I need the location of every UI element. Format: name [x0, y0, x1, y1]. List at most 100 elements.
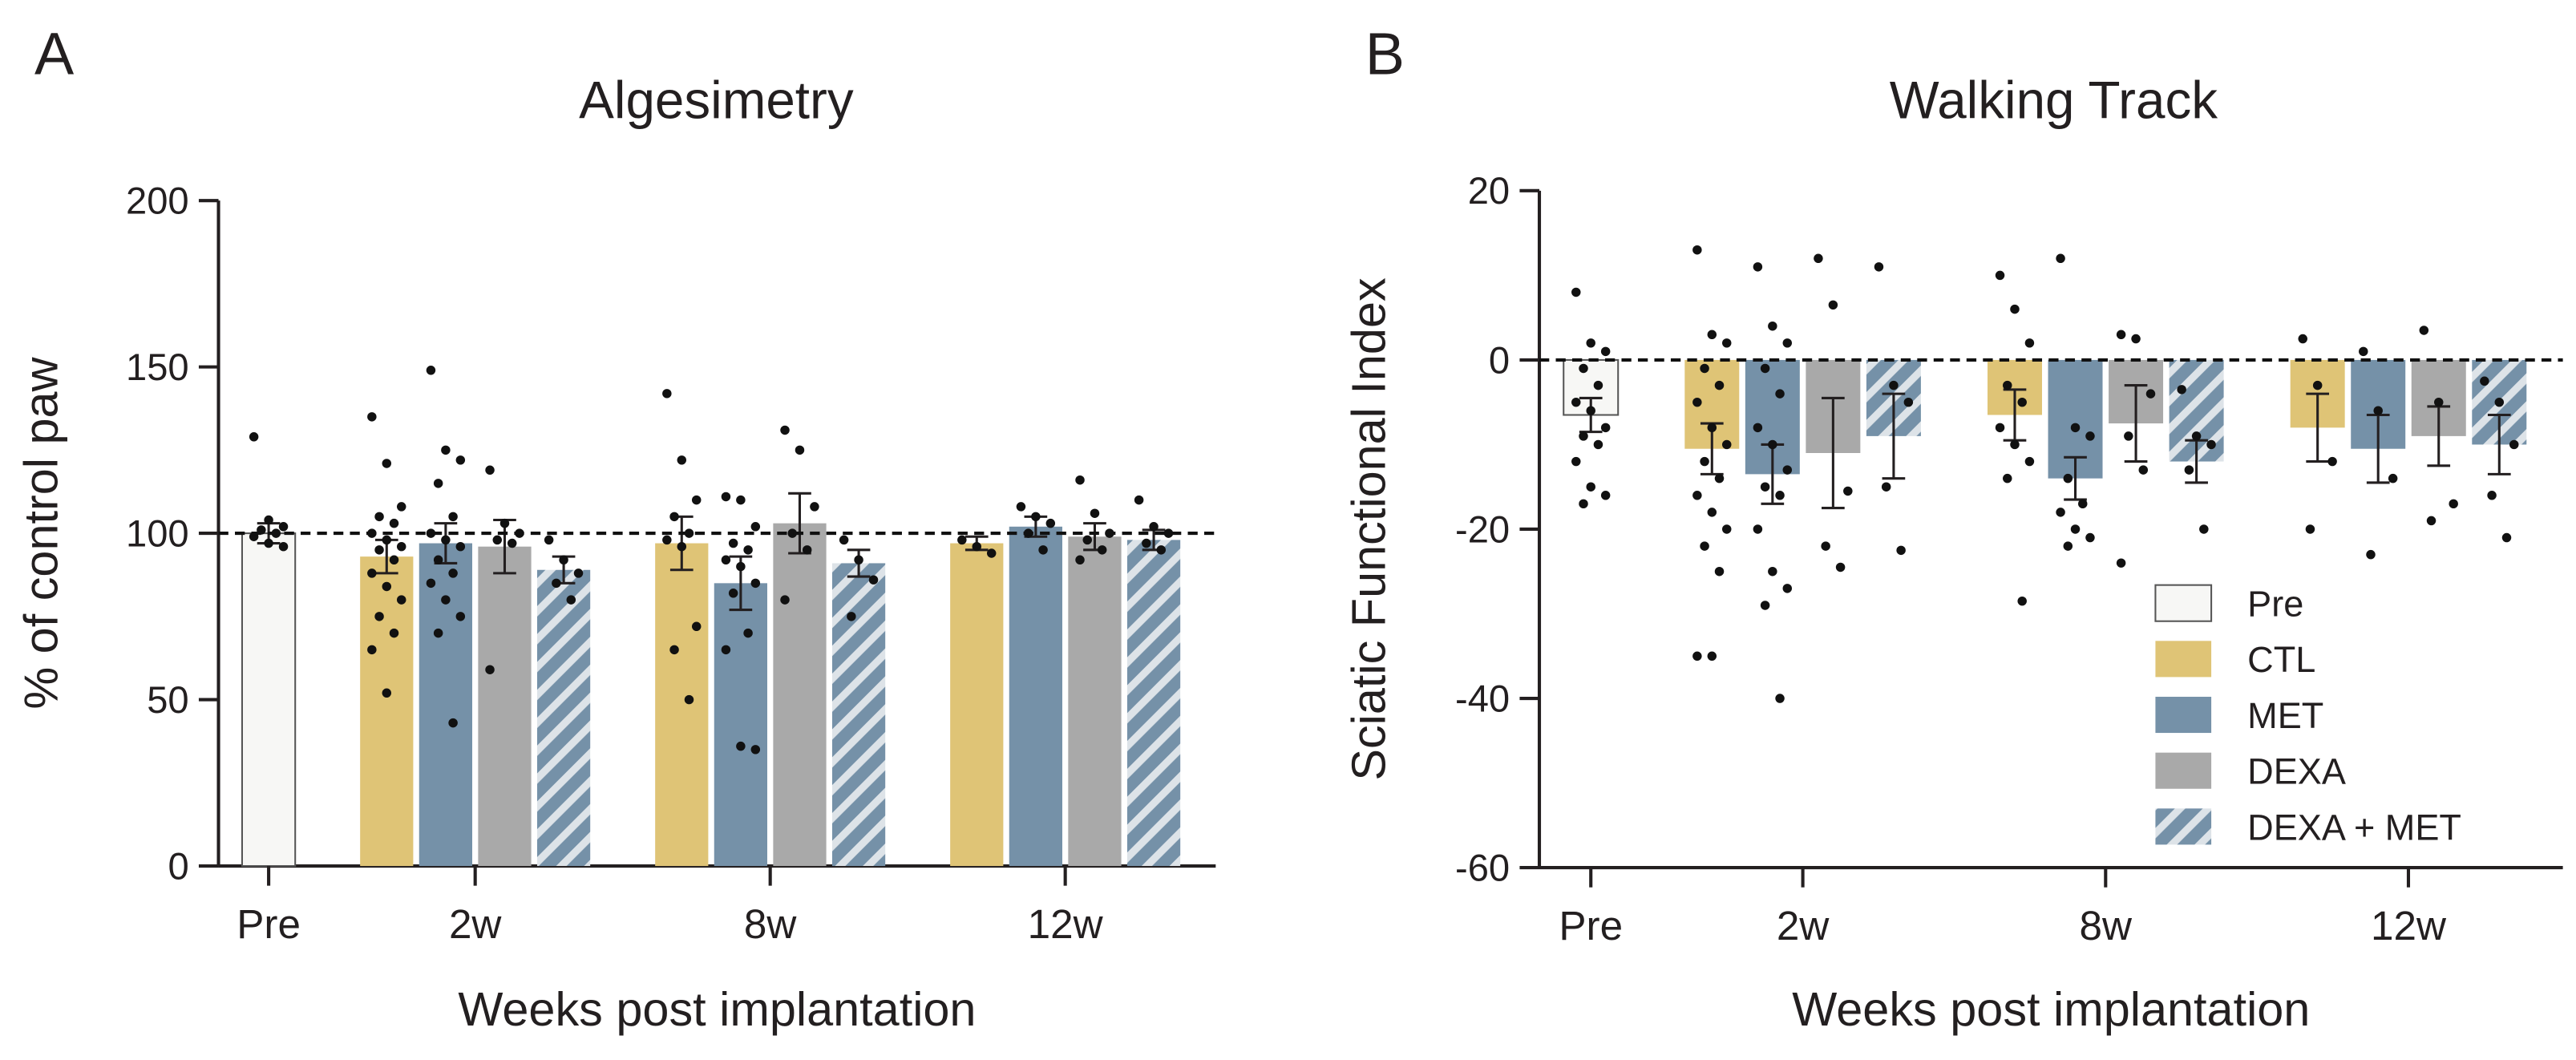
data-point — [2298, 334, 2307, 344]
data-point — [2359, 346, 2368, 357]
data-point — [433, 628, 443, 638]
data-point — [669, 512, 679, 522]
data-point — [1814, 253, 1823, 264]
bar — [1068, 536, 1122, 867]
data-point — [2509, 439, 2519, 450]
data-point — [2487, 491, 2497, 500]
data-point — [1714, 380, 1725, 390]
y-tick-label: -40 — [1455, 677, 1510, 719]
data-point — [2419, 326, 2429, 335]
data-point — [1714, 473, 1725, 483]
legend-swatch — [2154, 584, 2213, 622]
data-point — [662, 535, 672, 545]
data-point — [1593, 380, 1603, 390]
data-point — [728, 538, 738, 548]
data-point — [367, 412, 377, 422]
data-point — [1700, 541, 1709, 551]
data-point — [448, 512, 458, 522]
legend-swatch — [2155, 752, 2212, 789]
data-point — [382, 535, 392, 545]
data-point — [2426, 516, 2436, 526]
data-point — [1692, 491, 1702, 500]
data-point — [1768, 567, 1777, 577]
data-point — [1782, 584, 1793, 593]
data-point — [736, 495, 746, 505]
y-tick-label: 0 — [1489, 338, 1510, 381]
data-point — [1579, 431, 1588, 441]
data-point — [721, 645, 731, 655]
data-point — [455, 541, 466, 552]
data-point — [721, 492, 731, 502]
data-point — [1753, 262, 1763, 272]
bar — [714, 583, 767, 867]
data-point — [374, 512, 384, 522]
data-point — [2056, 253, 2065, 264]
data-point — [396, 541, 406, 552]
data-point — [691, 621, 702, 632]
y-axis-label: Sciatic Functional Index — [1341, 277, 1395, 781]
y-tick-label: 50 — [147, 678, 188, 721]
data-point — [1760, 363, 1770, 374]
data-point — [736, 741, 746, 751]
data-point — [433, 555, 443, 565]
data-point — [2056, 508, 2065, 517]
data-point — [1768, 439, 1777, 450]
data-point — [264, 538, 273, 548]
data-point — [1835, 562, 1846, 572]
legend-label: Pre — [2247, 584, 2303, 625]
y-tick-label: 200 — [126, 180, 189, 222]
data-point — [1075, 475, 1085, 485]
data-point — [2010, 439, 2020, 450]
data-point — [2373, 406, 2383, 415]
y-tick-label: 0 — [168, 844, 188, 887]
data-point — [2003, 473, 2012, 483]
data-point — [2184, 465, 2194, 475]
data-point — [2388, 473, 2398, 483]
data-point — [249, 432, 259, 442]
data-point — [1775, 491, 1785, 500]
data-point — [957, 535, 967, 545]
bar — [1009, 526, 1062, 867]
data-point — [1782, 338, 1793, 348]
data-point — [441, 445, 451, 455]
data-point — [728, 589, 738, 598]
data-point — [455, 612, 466, 621]
data-point — [2199, 524, 2209, 534]
data-point — [552, 578, 561, 589]
data-point — [1821, 541, 1830, 551]
data-point — [278, 522, 289, 532]
data-point — [972, 541, 982, 552]
data-point — [1995, 270, 2005, 281]
legend-label: CTL — [2247, 639, 2315, 680]
data-point — [1775, 389, 1785, 399]
data-point — [2138, 465, 2149, 475]
data-point — [1828, 300, 1838, 310]
x-tick-label: 2w — [1777, 903, 1830, 949]
data-point — [1707, 651, 1717, 661]
data-point — [1760, 601, 1770, 610]
data-point — [396, 502, 406, 512]
data-point — [1753, 423, 1763, 433]
data-point — [684, 694, 694, 705]
data-point — [382, 459, 392, 468]
bar — [831, 563, 886, 867]
data-point — [1881, 482, 1891, 492]
data-point — [278, 541, 289, 552]
data-point — [854, 555, 863, 565]
data-point — [426, 578, 436, 589]
data-point — [2010, 304, 2020, 314]
data-point — [2085, 431, 2095, 441]
panel-label: B — [1365, 20, 1405, 87]
data-point — [485, 465, 495, 475]
dots — [249, 366, 1174, 755]
data-point — [2449, 499, 2458, 509]
bar — [478, 546, 532, 867]
data-point — [669, 645, 679, 655]
y-tick-label: -20 — [1455, 508, 1510, 550]
data-point — [1031, 512, 1041, 522]
data-point — [2085, 532, 2095, 543]
data-point — [839, 535, 849, 545]
chart-title: Algesimetry — [579, 71, 854, 130]
data-point — [750, 745, 761, 755]
legend-swatch — [2155, 641, 2212, 678]
